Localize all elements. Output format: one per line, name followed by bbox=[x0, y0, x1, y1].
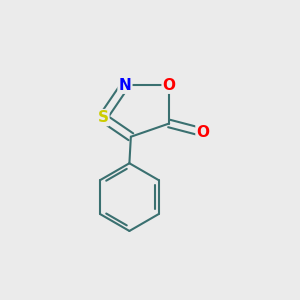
Text: S: S bbox=[98, 110, 108, 125]
Text: O: O bbox=[163, 78, 176, 93]
Text: O: O bbox=[196, 125, 209, 140]
Text: N: N bbox=[118, 78, 131, 93]
